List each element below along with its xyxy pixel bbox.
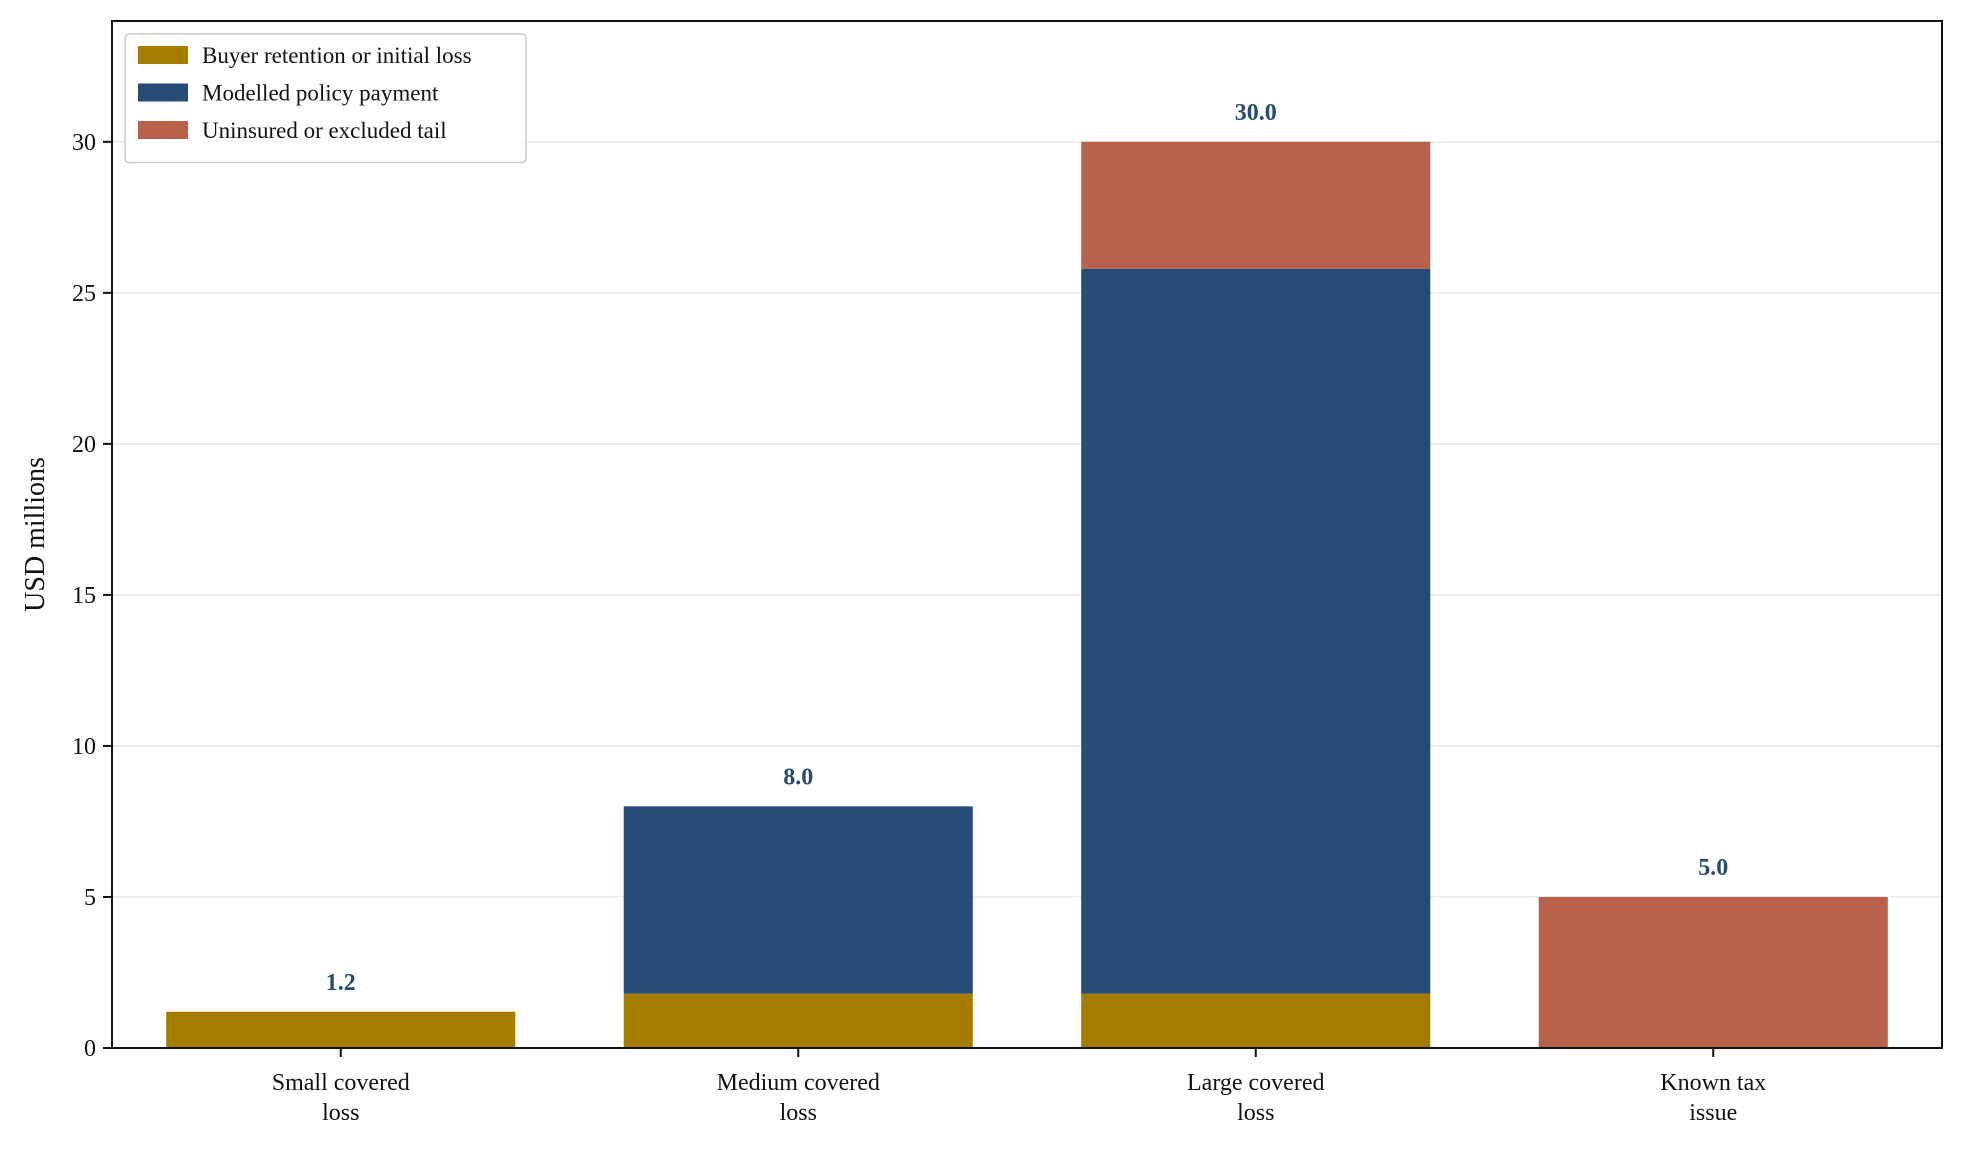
legend-label: Modelled policy payment — [202, 81, 439, 106]
legend-swatch — [138, 121, 188, 139]
legend-box — [124, 33, 527, 164]
axes: 0 5 10 15 20 25 30 Small covered loss Medium cove… — [72, 20, 1943, 1126]
legend-label: Uninsured or excluded tail — [202, 118, 447, 143]
bar-total-label: 30.0 — [1235, 100, 1277, 126]
legend: Buyer retention or initial loss Modelled … — [124, 33, 527, 164]
y-tick-label: 5 — [84, 885, 96, 911]
bar-segment — [623, 806, 973, 994]
y-axis-title: USD millions — [20, 457, 51, 612]
y-tick-label: 30 — [72, 130, 96, 156]
bar-total-label: 8.0 — [783, 764, 813, 790]
bar-segment — [166, 1011, 516, 1048]
y-tick-label: 20 — [72, 432, 96, 458]
x-tick-label: Small covered loss — [272, 1070, 410, 1126]
bar-segment — [623, 993, 973, 1048]
legend-label: Buyer retention or initial loss — [202, 43, 472, 68]
legend-swatch — [138, 46, 188, 64]
bar-segment — [1081, 141, 1431, 269]
x-tick-label: Medium covered loss — [717, 1070, 880, 1126]
bar-total-label: 1.2 — [326, 970, 356, 996]
plot-frame — [111, 20, 1943, 1049]
gridlines — [112, 141, 1942, 898]
bar-total-label: 5.0 — [1698, 855, 1728, 881]
bar-segment — [1081, 268, 1431, 994]
bar-segment — [1538, 896, 1888, 1048]
y-tick-label: 15 — [72, 583, 96, 609]
bar-segment — [1081, 993, 1431, 1048]
bars — [166, 141, 1888, 1048]
y-tick-label: 0 — [84, 1036, 96, 1062]
legend-swatch — [138, 83, 188, 102]
x-tick-label: Known tax issue — [1660, 1070, 1766, 1126]
y-tick-label: 10 — [72, 734, 96, 760]
x-tick-label: Large covered loss — [1187, 1070, 1324, 1126]
value-labels: 1.2 8.0 30.0 5.0 — [326, 100, 1729, 996]
y-tick-label: 25 — [72, 281, 96, 307]
